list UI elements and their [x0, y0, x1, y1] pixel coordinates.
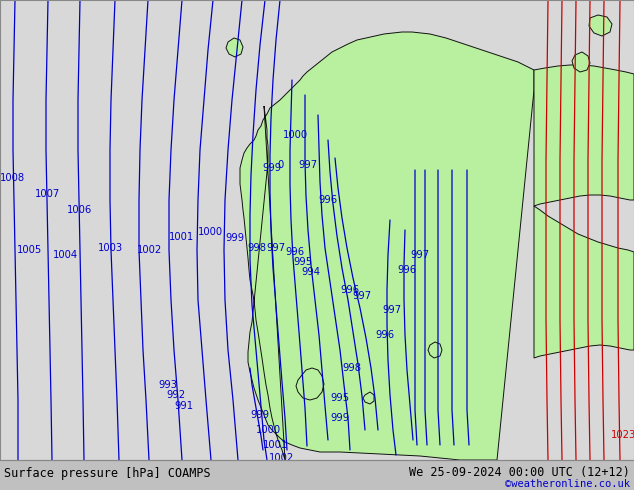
- Text: 995: 995: [330, 393, 349, 403]
- Text: 999: 999: [250, 410, 269, 420]
- Text: 995: 995: [294, 257, 313, 267]
- Polygon shape: [589, 15, 612, 36]
- Polygon shape: [534, 206, 634, 358]
- Text: 1008: 1008: [0, 173, 25, 183]
- Text: Surface pressure [hPa] COAMPS: Surface pressure [hPa] COAMPS: [4, 467, 210, 480]
- Text: 994: 994: [302, 267, 321, 277]
- Text: 1000: 1000: [282, 130, 307, 140]
- Text: 1000: 1000: [256, 425, 281, 435]
- Text: 996: 996: [340, 285, 359, 295]
- Text: 1023: 1023: [611, 430, 634, 440]
- Text: 1000: 1000: [197, 227, 223, 237]
- Text: 997: 997: [382, 305, 401, 315]
- Polygon shape: [226, 38, 243, 57]
- Text: 1004: 1004: [53, 250, 77, 260]
- Text: 0: 0: [277, 160, 283, 170]
- Text: 999: 999: [226, 233, 245, 243]
- Polygon shape: [296, 368, 324, 400]
- Text: 996: 996: [318, 195, 337, 205]
- Text: 997: 997: [299, 160, 318, 170]
- Text: 997: 997: [266, 243, 285, 253]
- Text: 996: 996: [285, 247, 304, 257]
- Text: 996: 996: [375, 330, 394, 340]
- Text: 997: 997: [410, 250, 430, 260]
- Polygon shape: [572, 52, 590, 72]
- Text: 998: 998: [342, 363, 361, 373]
- Text: 1003: 1003: [98, 243, 122, 253]
- Text: 997: 997: [353, 291, 372, 301]
- Polygon shape: [534, 65, 634, 206]
- Text: 991: 991: [174, 401, 193, 411]
- Polygon shape: [240, 32, 534, 460]
- Text: 1001: 1001: [262, 440, 288, 450]
- Text: 999: 999: [262, 163, 281, 173]
- Text: 998: 998: [247, 243, 266, 253]
- Polygon shape: [363, 392, 374, 404]
- Polygon shape: [428, 342, 442, 358]
- Bar: [0, 460, 634, 490]
- Text: 992: 992: [167, 390, 186, 400]
- Text: 1001: 1001: [169, 232, 195, 242]
- Text: 1002: 1002: [138, 245, 163, 255]
- Text: 999: 999: [330, 413, 349, 423]
- Text: 993: 993: [158, 380, 178, 390]
- Text: 1005: 1005: [17, 245, 42, 255]
- Text: 1006: 1006: [67, 205, 93, 215]
- Text: ©weatheronline.co.uk: ©weatheronline.co.uk: [505, 479, 630, 489]
- Text: We 25-09-2024 00:00 UTC (12+12): We 25-09-2024 00:00 UTC (12+12): [409, 466, 630, 479]
- Text: 996: 996: [398, 265, 417, 275]
- Text: 1002: 1002: [269, 453, 295, 463]
- Text: 1007: 1007: [36, 189, 61, 199]
